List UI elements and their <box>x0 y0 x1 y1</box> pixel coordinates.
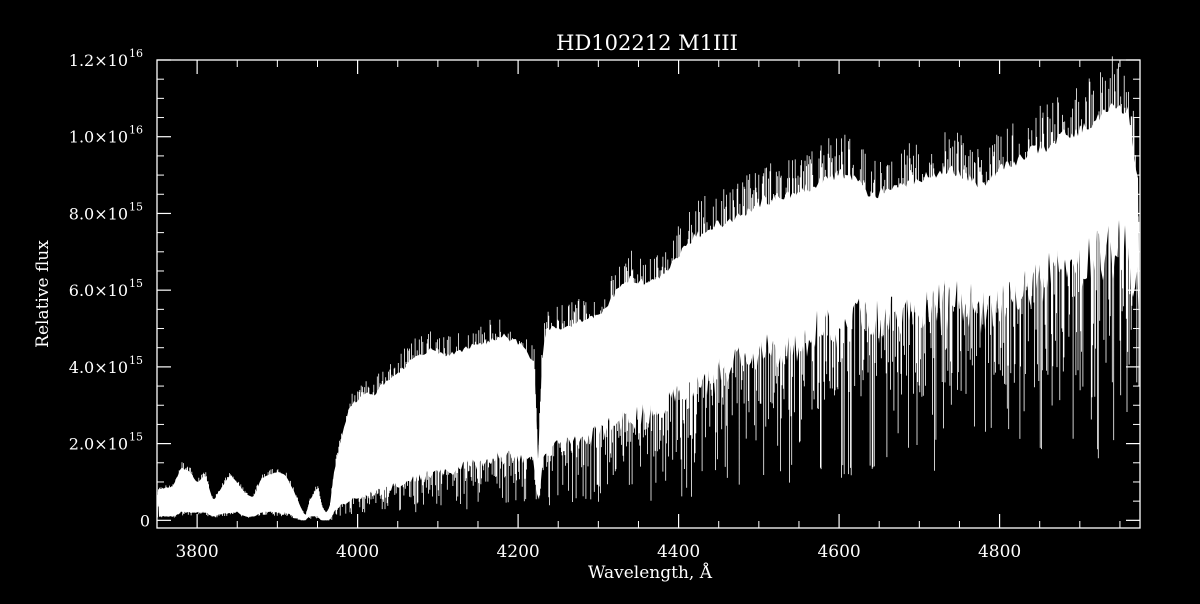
chart-title: HD102212 M1III <box>556 31 738 55</box>
x-tick-label: 4200 <box>496 542 539 562</box>
y-tick-label: 8.0×10 <box>69 204 128 223</box>
spectrum-series <box>157 56 1140 521</box>
y-tick-label: 2.0×10 <box>69 435 128 454</box>
y-tick-label: 0 <box>140 511 150 530</box>
y-axis-label: Relative flux <box>33 240 53 348</box>
y-tick-label: 6.0×10 <box>69 281 128 300</box>
x-tick-label: 4000 <box>336 542 379 562</box>
y-tick-exponent: 15 <box>129 200 143 213</box>
y-tick-exponent: 15 <box>129 431 143 444</box>
x-axis-ticks: 3800 4000 4200 4400 4600 4800 <box>156 60 1121 562</box>
y-tick-label: 1.0×10 <box>69 128 128 147</box>
x-tick-label: 3800 <box>175 542 218 562</box>
x-tick-label: 4400 <box>657 542 700 562</box>
x-tick-label: 4800 <box>978 542 1021 562</box>
y-tick-label: 4.0×10 <box>69 358 128 377</box>
y-tick-exponent: 16 <box>129 124 143 137</box>
x-axis-label: Wavelength, Å <box>588 562 713 583</box>
y-tick-exponent: 15 <box>129 354 143 367</box>
y-tick-exponent: 15 <box>129 277 143 290</box>
y-tick-label: 1.2×10 <box>69 51 128 70</box>
y-axis-ticks: 02.0×10 154.0×10 156.0×10 158.0×10 151.0×10 1… <box>69 47 1140 530</box>
y-tick-exponent: 16 <box>129 47 143 60</box>
x-tick-label: 4600 <box>817 542 860 562</box>
plot-frame <box>156 59 1141 529</box>
